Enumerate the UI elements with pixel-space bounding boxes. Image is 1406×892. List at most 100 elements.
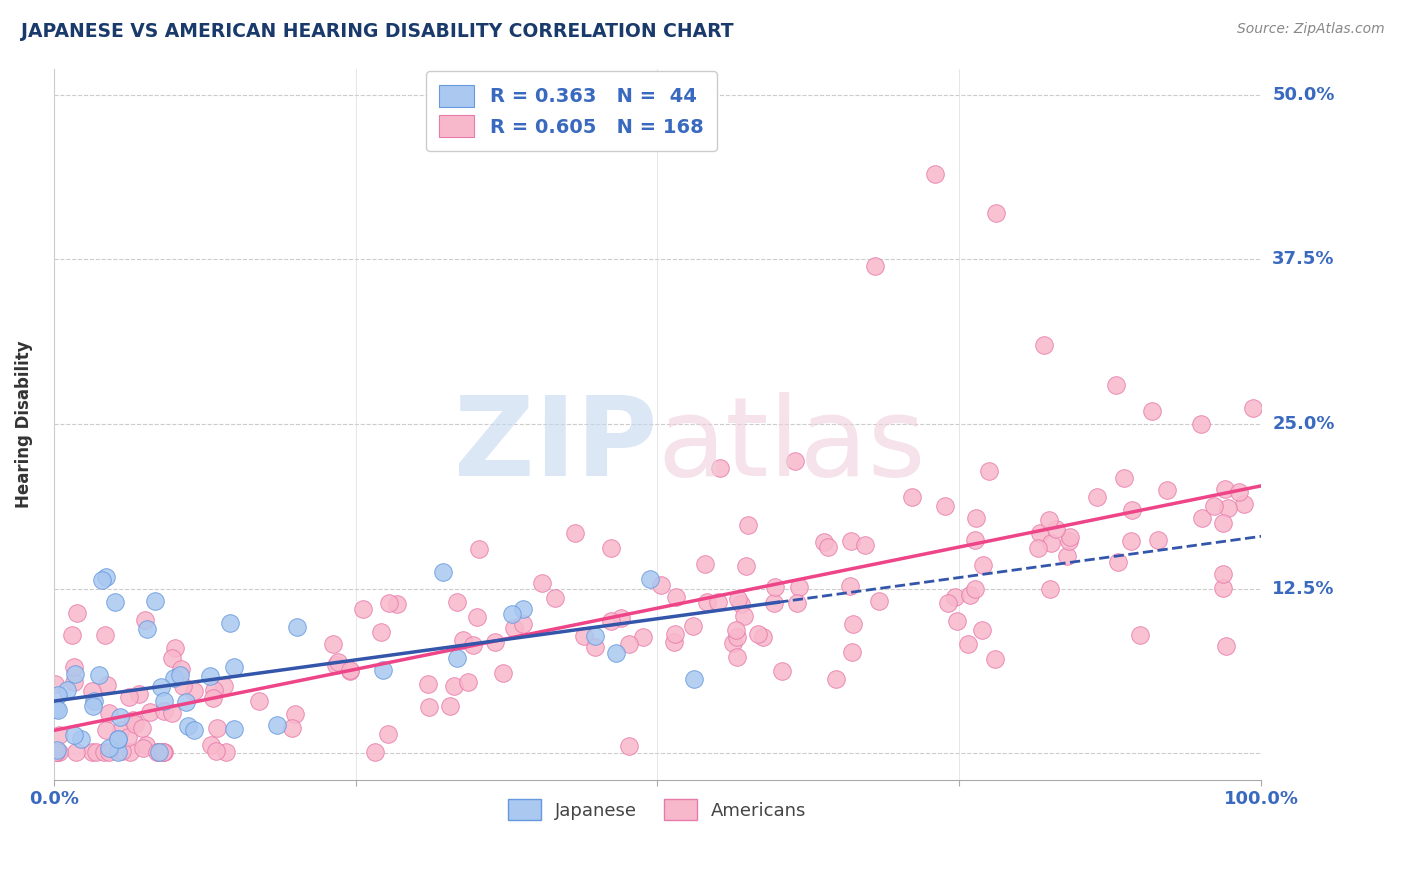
Point (108, 710, 131, 724)
Point (1129, 628, 1152, 642)
Point (617, 739, 640, 753)
Point (1212, 567, 1234, 582)
Point (385, 597, 408, 611)
Point (631, 631, 654, 645)
Point (172, 679, 194, 693)
Point (839, 533, 862, 548)
Point (783, 454, 806, 468)
Point (266, 718, 288, 732)
Point (183, 723, 205, 737)
Text: 12.5%: 12.5% (1272, 580, 1334, 598)
Point (734, 559, 756, 574)
Point (91, 574, 114, 588)
Point (564, 525, 586, 540)
Point (1085, 490, 1108, 504)
Point (128, 687, 150, 701)
Point (610, 611, 633, 625)
Point (1026, 541, 1049, 555)
Point (503, 621, 526, 635)
Point (45, 745, 67, 759)
Point (585, 629, 607, 643)
Point (605, 647, 627, 661)
Point (204, 744, 226, 758)
Point (160, 706, 183, 721)
Point (863, 259, 886, 273)
Point (97, 740, 120, 755)
Point (377, 726, 399, 740)
Point (956, 636, 979, 650)
Point (457, 674, 479, 689)
Point (107, 732, 129, 747)
Point (1233, 496, 1256, 510)
Point (152, 745, 174, 759)
Point (174, 695, 197, 709)
Point (89, 668, 111, 682)
Point (868, 594, 890, 608)
Point (1204, 500, 1226, 514)
Point (200, 739, 222, 753)
Point (1045, 522, 1067, 536)
Point (107, 732, 129, 747)
Point (169, 668, 191, 682)
Point (693, 557, 716, 571)
Point (60, 628, 83, 642)
Point (63, 659, 86, 673)
Point (1119, 533, 1142, 548)
Point (170, 662, 193, 676)
Point (146, 745, 169, 759)
Point (110, 723, 132, 737)
Point (1056, 549, 1078, 564)
Point (83, 693, 105, 707)
Point (1040, 536, 1063, 550)
Point (163, 641, 186, 656)
Point (468, 541, 491, 556)
Point (285, 620, 308, 634)
Point (1191, 511, 1213, 525)
Point (1121, 503, 1143, 517)
Point (1212, 581, 1234, 595)
Point (512, 617, 534, 632)
Point (247, 694, 270, 708)
Point (224, 723, 246, 737)
Point (936, 596, 959, 610)
Point (617, 637, 640, 651)
Point (467, 610, 489, 624)
Point (118, 690, 141, 705)
Point (924, 167, 946, 181)
Point (84, 745, 107, 759)
Point (134, 613, 156, 627)
Point (747, 627, 769, 641)
Point (463, 638, 485, 652)
Point (97, 745, 120, 759)
Point (512, 602, 534, 616)
Point (600, 614, 623, 628)
Point (501, 607, 523, 621)
Text: atlas: atlas (658, 392, 927, 499)
Point (104, 595, 127, 609)
Point (124, 716, 146, 731)
Point (1229, 484, 1251, 499)
Point (325, 658, 347, 673)
Point (48, 728, 70, 742)
Point (1142, 404, 1164, 418)
Point (1146, 533, 1168, 548)
Point (44, 677, 66, 691)
Point (530, 575, 553, 590)
Point (418, 677, 440, 691)
Point (69, 731, 91, 746)
Point (946, 614, 969, 628)
Point (1241, 401, 1264, 415)
Point (153, 745, 176, 759)
Point (352, 602, 374, 616)
Y-axis label: Hearing Disability: Hearing Disability (15, 340, 32, 508)
Point (1032, 338, 1054, 352)
Point (934, 500, 956, 514)
Point (55, 683, 77, 698)
Point (163, 671, 186, 685)
Point (446, 595, 468, 609)
Point (183, 684, 205, 698)
Point (1189, 417, 1212, 431)
Point (484, 635, 506, 649)
Point (198, 669, 221, 683)
Point (583, 640, 606, 655)
